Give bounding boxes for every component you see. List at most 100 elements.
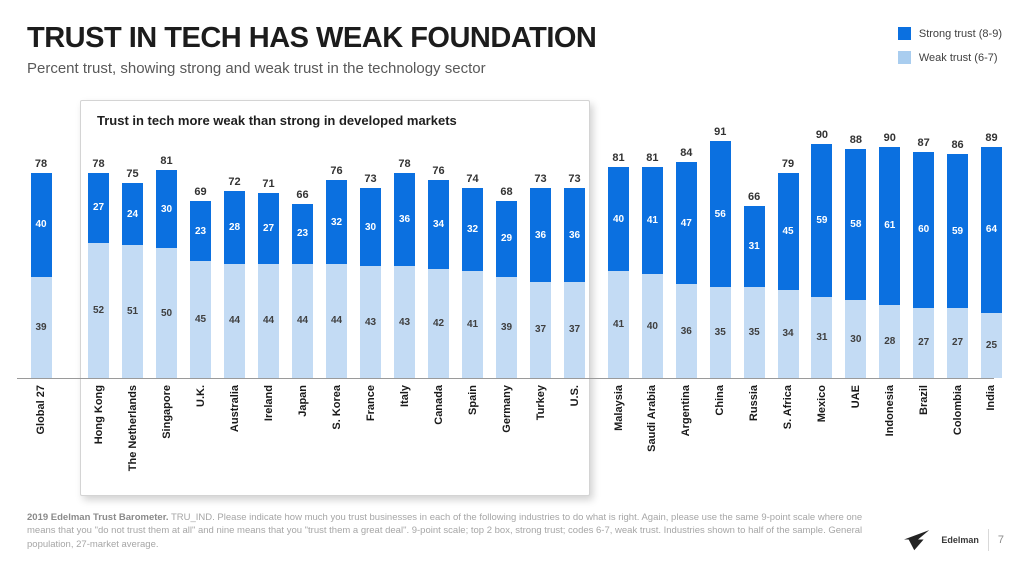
- weak-trust-swatch-icon: [897, 51, 911, 64]
- weak-trust-segment: 44: [224, 263, 245, 378]
- footnote-lead: 2019 Edelman Trust Barometer.: [27, 512, 169, 523]
- stacked-bar: 28 44: [224, 190, 245, 378]
- strong-trust-segment: 31: [743, 206, 765, 287]
- total-value-label: 71: [262, 178, 275, 191]
- strong-trust-segment: 40: [30, 172, 52, 277]
- total-value-label: 68: [500, 186, 513, 199]
- bar-column: 88 58 30 UAE: [845, 95, 867, 408]
- weak-trust-segment: 35: [743, 287, 765, 378]
- slide-footer: Edelman 7: [904, 528, 1004, 551]
- weak-trust-segment: 44: [326, 263, 347, 378]
- strong-trust-segment: 60: [913, 151, 935, 308]
- total-value-label: 76: [330, 165, 343, 178]
- total-value-label: 66: [296, 188, 309, 201]
- total-value-label: 81: [612, 152, 625, 165]
- bar-column: 89 64 25 India: [980, 95, 1002, 411]
- page-number: 7: [997, 533, 1004, 546]
- total-value-label: 90: [815, 129, 829, 142]
- strong-trust-segment: 32: [326, 180, 347, 264]
- bar-column: 66 31 35 Russia: [743, 95, 765, 421]
- x-axis-line: [17, 378, 994, 379]
- legend-label: Strong trust (8-9): [918, 27, 1002, 40]
- country-label: Australia: [228, 385, 241, 433]
- strong-trust-segment: 23: [292, 203, 313, 264]
- country-label: The Netherlands: [126, 385, 139, 472]
- total-value-label: 78: [398, 157, 411, 170]
- bar-column: 72 28 44 Australia: [224, 95, 245, 432]
- bar-column: 74 32 41 Spain: [462, 95, 483, 415]
- stacked-bar: 64 25: [980, 146, 1002, 378]
- country-label: Turkey: [534, 385, 547, 421]
- strong-trust-segment: 36: [394, 172, 415, 267]
- stacked-bar: 36 37: [530, 188, 551, 378]
- total-value-label: 79: [781, 157, 795, 170]
- stacked-bar: 27 52: [88, 172, 109, 378]
- country-label: UAE: [849, 385, 862, 409]
- stacked-bar: 36 43: [394, 172, 415, 378]
- strong-trust-segment: 45: [777, 172, 799, 290]
- bar-column: 78 27 52 Hong Kong: [88, 95, 109, 444]
- country-label: India: [985, 385, 998, 411]
- total-value-label: 72: [228, 175, 241, 188]
- country-label: Global 27: [35, 385, 47, 435]
- stacked-bar: 41 40: [641, 167, 663, 378]
- weak-trust-segment: 31: [811, 297, 833, 378]
- country-label: S. Africa: [782, 385, 795, 430]
- strong-trust-segment: 30: [156, 170, 177, 248]
- weak-trust-segment: 42: [428, 268, 449, 378]
- country-label: Saudi Arabia: [646, 385, 659, 452]
- total-value-label: 76: [432, 165, 445, 178]
- total-value-label: 88: [849, 134, 862, 147]
- stacked-bar: 27 44: [258, 193, 279, 378]
- strong-trust-segment: 29: [496, 201, 517, 277]
- country-label: Singapore: [160, 385, 173, 439]
- total-value-label: 73: [364, 173, 377, 186]
- stacked-bar: 31 35: [743, 206, 765, 378]
- bar-column: 71 27 44 Ireland: [258, 95, 279, 421]
- weak-trust-segment: 30: [845, 300, 867, 378]
- bar-column: 76 34 42 Canada: [428, 95, 449, 425]
- bar-group-emerging-markets: 81 40 41 Malaysia 81 41 40 Saudi Arabia 84 47 36 Ar…: [608, 95, 1002, 452]
- stacked-bar: 59 27: [947, 154, 969, 378]
- legend-label: Weak trust (6-7): [918, 51, 998, 64]
- country-label: Canada: [432, 385, 445, 425]
- total-value-label: 89: [985, 131, 998, 144]
- weak-trust-segment: 44: [258, 263, 279, 378]
- total-value-label: 73: [534, 173, 547, 186]
- edelman-logo-icon: [904, 530, 930, 551]
- weak-trust-segment: 39: [496, 276, 517, 378]
- stacked-bar: 32 44: [326, 180, 347, 378]
- total-value-label: 75: [126, 168, 139, 181]
- weak-trust-segment: 35: [709, 287, 731, 378]
- country-label: U.S.: [568, 385, 581, 407]
- brand-name: Edelman: [941, 534, 979, 545]
- weak-trust-segment: 41: [462, 271, 483, 378]
- strong-trust-swatch-icon: [897, 27, 911, 40]
- bar-column: 73 36 37 U.S.: [564, 95, 585, 406]
- country-label: Argentina: [680, 385, 693, 437]
- stacked-bar: 47 36: [675, 162, 697, 378]
- country-label: Germany: [500, 385, 513, 433]
- footnote-body: TRU_IND. Please indicate how much you tr…: [27, 512, 863, 550]
- weak-trust-segment: 37: [564, 281, 585, 378]
- strong-trust-segment: 23: [190, 201, 211, 261]
- strong-trust-segment: 27: [88, 172, 109, 243]
- stacked-bar: 30 43: [360, 188, 381, 378]
- bar-column: 76 32 44 S. Korea: [326, 95, 347, 430]
- callout-title: Trust in tech more weak than strong in d…: [97, 113, 457, 128]
- country-label: Ireland: [262, 385, 275, 422]
- stacked-bar: 29 39: [496, 201, 517, 378]
- legend-item-strong-trust: Strong trust (8-9): [897, 27, 1002, 40]
- weak-trust-segment: 43: [394, 266, 415, 378]
- strong-trust-segment: 59: [947, 154, 969, 308]
- weak-trust-segment: 44: [292, 263, 313, 378]
- source-footnote: 2019 Edelman Trust Barometer. TRU_IND. P…: [27, 511, 885, 551]
- strong-trust-segment: 58: [845, 149, 867, 300]
- bar-column: 84 47 36 Argentina: [675, 95, 697, 436]
- bar-column: 91 56 35 China: [709, 95, 731, 416]
- bar-column: 78 36 43 Italy: [394, 95, 415, 407]
- country-label: U.K.: [194, 385, 207, 407]
- stacked-bar: 34 42: [428, 180, 449, 378]
- bar-column: 69 23 45 U.K.: [190, 95, 211, 407]
